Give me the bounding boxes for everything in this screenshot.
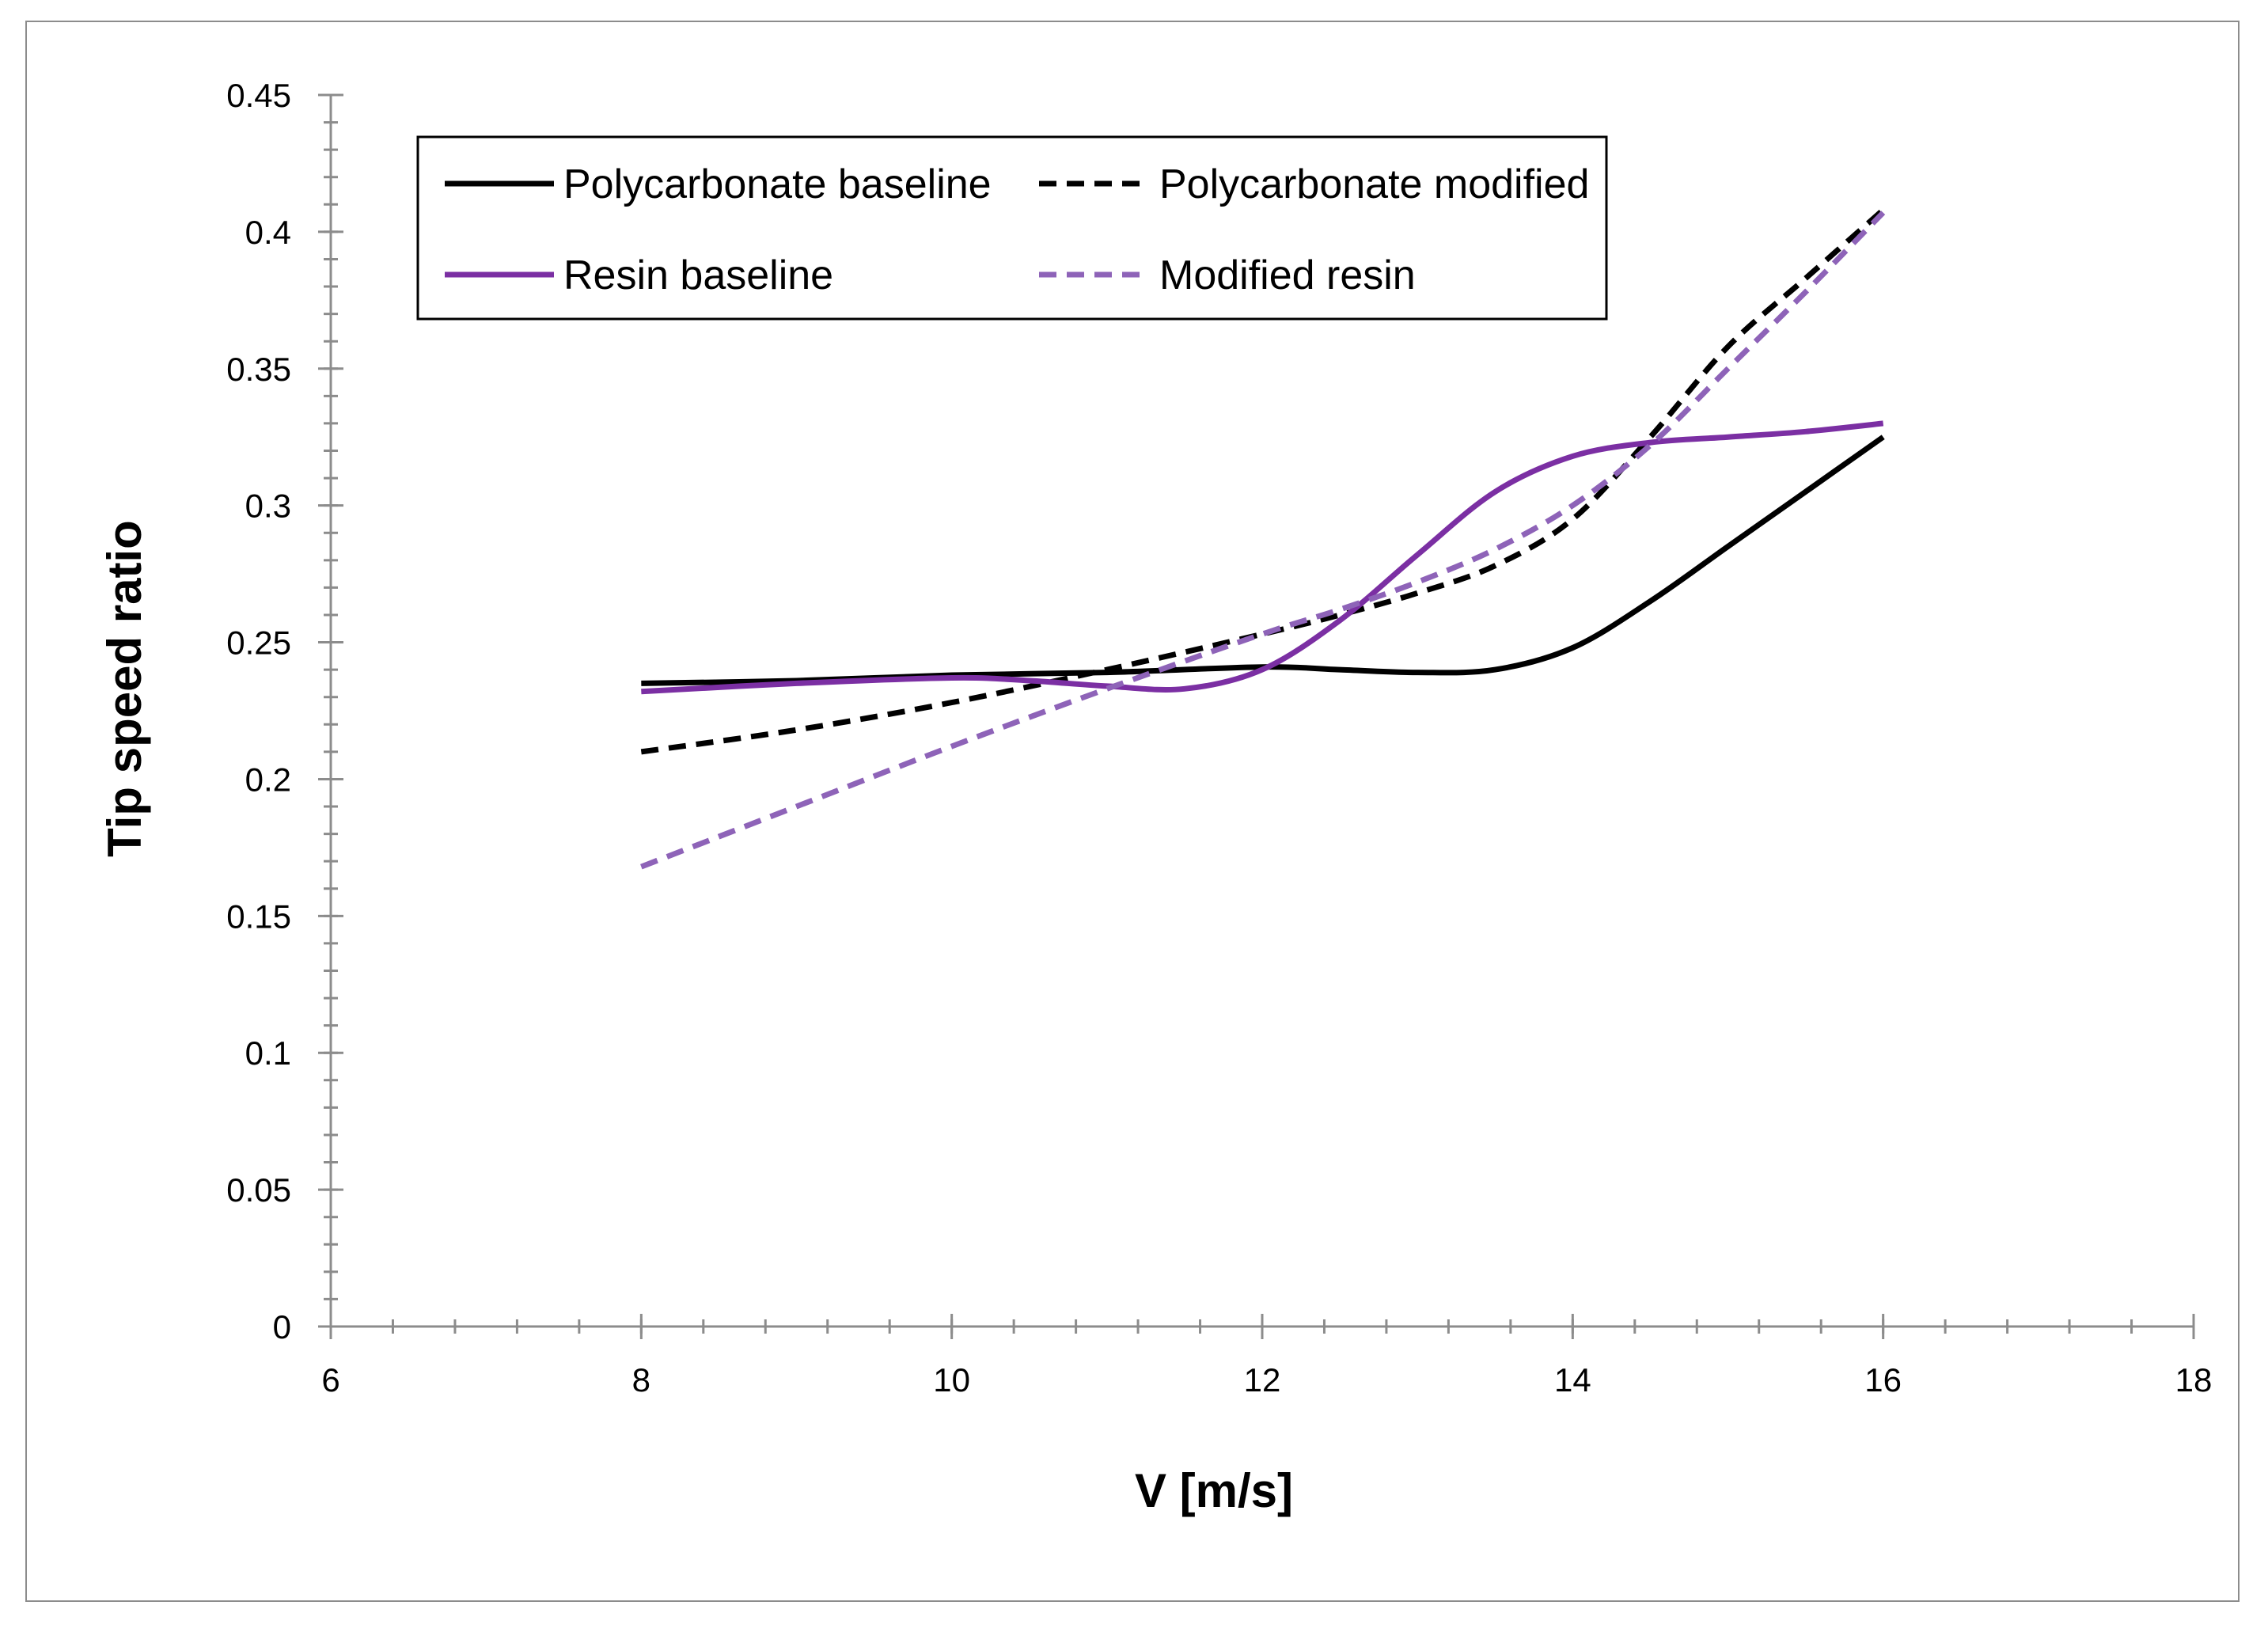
series-line-modified-resin bbox=[640, 211, 1886, 870]
y-axis-title: Tip speed ratio bbox=[98, 520, 151, 857]
legend-item-polycarbonate-modified-label: Polycarbonate modified bbox=[1159, 161, 1589, 207]
x-tick-label: 8 bbox=[632, 1361, 650, 1399]
y-tick-label: 0.3 bbox=[245, 488, 291, 525]
x-tick-label: 14 bbox=[1554, 1361, 1591, 1399]
x-tick-label: 16 bbox=[1864, 1361, 1902, 1399]
x-tick-label: 18 bbox=[2175, 1361, 2213, 1399]
axes: 0 0.05 0.1 0.15 0.2 0.25 0.3 0.35 0.4 0.45 6 8 10 12 1… bbox=[226, 77, 2212, 1399]
series-line-resin-baseline bbox=[641, 420, 1884, 695]
series-line-polycarbonate-modified bbox=[640, 207, 1886, 755]
series-lines bbox=[640, 207, 1886, 870]
y-tick-label: 0.45 bbox=[226, 77, 291, 114]
series-line-polycarbonate-baseline bbox=[641, 435, 1885, 686]
y-tick-label: 0 bbox=[273, 1308, 291, 1345]
y-tick-label: 0.2 bbox=[245, 761, 291, 798]
y-tick-label: 0.15 bbox=[226, 898, 291, 935]
x-tick-label: 6 bbox=[321, 1361, 339, 1399]
y-tick-label: 0.05 bbox=[226, 1171, 291, 1209]
legend-item-modified-resin-label: Modified resin bbox=[1159, 252, 1416, 298]
x-tick-label: 10 bbox=[933, 1361, 970, 1399]
legend-item-resin-baseline-label: Resin baseline bbox=[563, 252, 833, 298]
y-tick-label: 0.35 bbox=[226, 351, 291, 388]
legend-item-polycarbonate-baseline-label: Polycarbonate baseline bbox=[563, 161, 992, 207]
legend-box bbox=[416, 135, 1608, 321]
legend: Polycarbonate baseline Polycarbonate modi… bbox=[416, 135, 1608, 321]
y-tick-label: 0.25 bbox=[226, 624, 291, 662]
y-tick-label: 0.4 bbox=[245, 214, 291, 251]
x-tick-label: 12 bbox=[1244, 1361, 1281, 1399]
x-axis-title: V [m/s] bbox=[1135, 1464, 1293, 1517]
y-tick-label: 0.1 bbox=[245, 1034, 291, 1072]
